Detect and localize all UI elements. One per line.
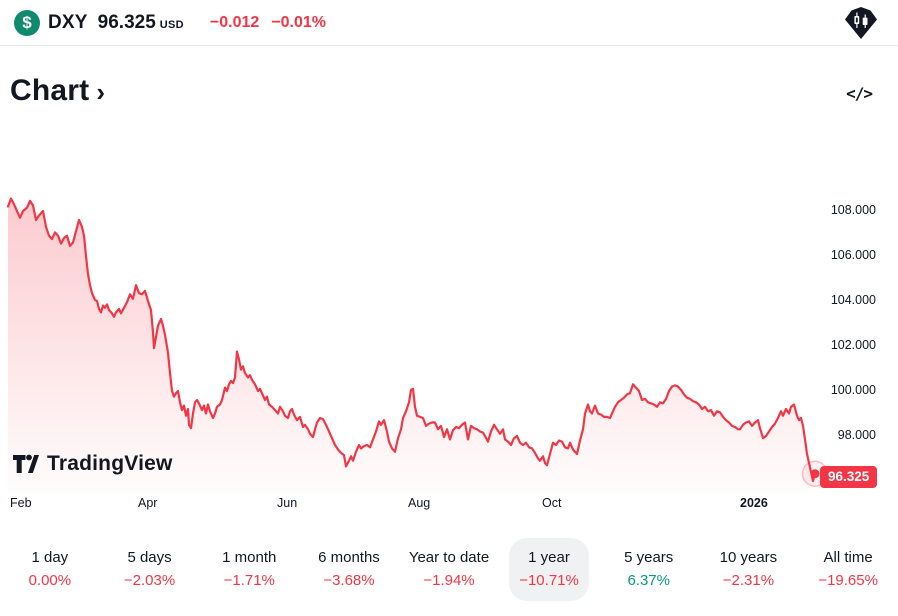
symbol-price: 96.325 xyxy=(97,11,156,33)
symbol-change-percent: −0.01% xyxy=(271,13,327,31)
symbol-header: $ DXY 96.325 USD −0.012 −0.01% xyxy=(0,0,898,46)
range-percent: −1.71% xyxy=(223,572,275,589)
x-axis-label: Aug xyxy=(408,496,431,510)
range-percent: −2.03% xyxy=(123,572,176,589)
range-percent: −1.94% xyxy=(423,572,475,589)
range-button-5-years[interactable]: 5 years 6.37% xyxy=(610,538,688,601)
last-point-marker xyxy=(810,469,820,479)
range-label: 5 days xyxy=(127,549,172,566)
x-axis-label: Jun xyxy=(277,496,298,510)
range-button-5-days[interactable]: 5 days −2.03% xyxy=(111,538,189,601)
tradingview-logo-icon xyxy=(13,454,39,473)
range-label: 1 day xyxy=(31,549,69,566)
range-item: 6 months −3.68% xyxy=(299,538,399,601)
y-axis-label: 98.000 xyxy=(837,428,876,442)
range-item: Year to date −1.94% xyxy=(399,538,499,601)
symbol-change: −0.012 xyxy=(209,13,260,31)
x-axis-label: Apr xyxy=(138,496,158,510)
range-label: 1 month xyxy=(222,549,277,566)
range-item: 5 days −2.03% xyxy=(100,538,200,601)
x-axis-label: 2026 xyxy=(740,496,768,510)
y-axis-label: 108.000 xyxy=(830,203,876,217)
dollar-glyph: $ xyxy=(22,12,32,32)
chart-section-header: Chart › </> xyxy=(0,74,898,118)
range-item: All time −19.65% xyxy=(798,538,898,601)
price-line xyxy=(6,197,817,483)
tradingview-gem-logo-icon[interactable] xyxy=(844,6,878,40)
range-percent: −19.65% xyxy=(818,572,878,589)
range-label: Year to date xyxy=(408,549,490,566)
x-axis-label: Feb xyxy=(10,496,32,510)
range-button-1-day[interactable]: 1 day 0.00% xyxy=(11,538,89,601)
range-label: 6 months xyxy=(318,549,380,566)
x-axis-label: Oct xyxy=(542,496,562,510)
dollar-circle-icon: $ xyxy=(14,9,40,36)
range-button-all-time[interactable]: All time −19.65% xyxy=(808,538,888,601)
y-axis-label: 102.000 xyxy=(830,338,876,352)
range-item: 5 years 6.37% xyxy=(599,538,699,601)
range-button-year-to-date[interactable]: Year to date −1.94% xyxy=(399,538,499,601)
symbol-name[interactable]: DXY xyxy=(48,11,88,33)
chart-title-link[interactable]: Chart › xyxy=(10,74,105,108)
range-percent: 6.37% xyxy=(627,572,670,589)
y-axis-label: 104.000 xyxy=(830,293,876,307)
range-item: 1 month −1.71% xyxy=(199,538,299,601)
y-axis-label: 106.000 xyxy=(830,248,876,262)
range-button-6-months[interactable]: 6 months −3.68% xyxy=(308,538,390,601)
range-label: 10 years xyxy=(719,549,778,566)
range-percent: −2.31% xyxy=(722,572,775,589)
page-title: Chart xyxy=(10,74,90,107)
tradingview-watermark[interactable]: TradingView xyxy=(12,450,173,477)
y-axis-label: 100.000 xyxy=(830,383,876,397)
range-item: 1 day 0.00% xyxy=(0,538,100,601)
range-percent: −10.71% xyxy=(519,572,579,589)
range-label: All time xyxy=(823,549,873,566)
range-label: 1 year xyxy=(528,549,570,566)
range-button-1-month[interactable]: 1 month −1.71% xyxy=(210,538,288,601)
range-percent: −3.68% xyxy=(323,572,375,589)
range-item: 1 year −10.71% xyxy=(499,538,599,601)
area-fill xyxy=(8,198,815,493)
watermark-label: TradingView xyxy=(47,451,173,475)
range-percent: 0.00% xyxy=(28,572,72,589)
last-price-badge: 96.325 xyxy=(820,466,878,488)
range-item: 10 years −2.31% xyxy=(699,538,799,601)
range-button-10-years[interactable]: 10 years −2.31% xyxy=(709,538,787,601)
range-button-1-year[interactable]: 1 year −10.71% xyxy=(509,538,589,601)
range-selector: 1 day 0.00% 5 days −2.03% 1 month −1.71% 6 mon… xyxy=(0,538,898,601)
symbol-currency: USD xyxy=(159,19,184,31)
embed-code-icon[interactable]: </> xyxy=(846,84,873,103)
range-label: 5 years xyxy=(624,549,674,566)
chevron-right-icon: › xyxy=(96,76,106,107)
